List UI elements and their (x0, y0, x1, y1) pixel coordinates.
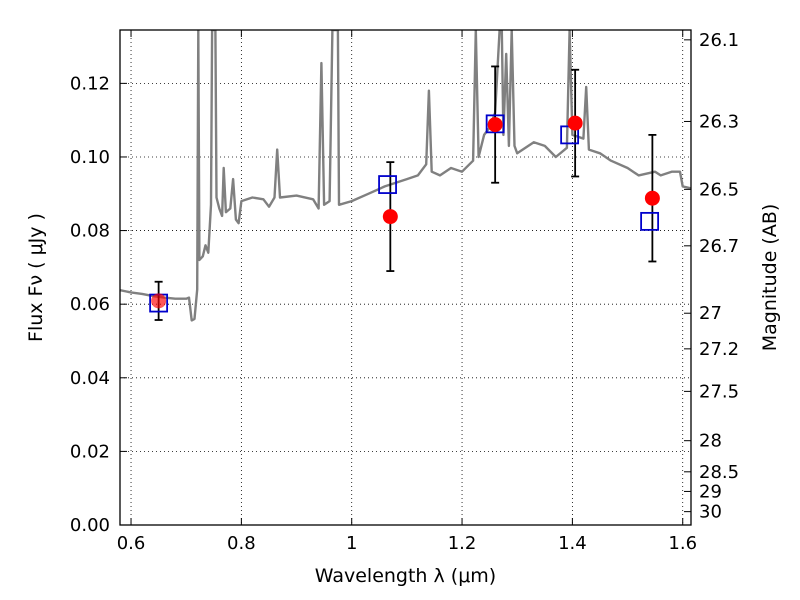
y2-tick-label: 28 (699, 431, 722, 452)
y2-tick-label: 30 (699, 502, 722, 523)
grid-lines (120, 30, 691, 526)
x-tick-label: 1 (346, 533, 357, 554)
model-point (378, 175, 397, 194)
x-tick-label: 0.8 (227, 533, 256, 554)
y2-tick-label: 28.5 (699, 462, 739, 483)
y2-axis-title: Magnitude (AB) (759, 204, 781, 352)
y-axis-ticks: 0.00 0.02 0.04 0.06 0.08 0.10 0.12 (70, 73, 127, 536)
x-axis-title: Wavelength λ (μm) (315, 565, 496, 587)
y-axis-title: Flux Fν ( μJy ) (25, 213, 47, 342)
x-tick-label: 1.2 (448, 533, 477, 554)
y-tick-label: 0.06 (70, 294, 110, 315)
observed-point (567, 115, 583, 131)
observed-point (644, 190, 660, 206)
observed-point (382, 209, 398, 225)
observed-point (151, 293, 167, 309)
y-tick-label: 0.10 (70, 147, 110, 168)
y2-tick-label: 27.5 (699, 381, 739, 402)
y2-tick-label: 29 (699, 481, 722, 502)
observed-points (151, 115, 660, 309)
y-tick-label: 0.04 (70, 368, 110, 389)
model-points (149, 114, 660, 313)
x-tick-label: 1.6 (668, 533, 697, 554)
observed-point (487, 117, 503, 133)
y2-tick-label: 27 (699, 303, 722, 324)
model-point (485, 114, 505, 134)
y2-tick-label: 26.1 (699, 30, 739, 51)
x-tick-label: 1.4 (558, 533, 587, 554)
y2-tick-label: 26.7 (699, 236, 739, 257)
spectrum-layer (120, 30, 691, 322)
error-bars (154, 65, 657, 321)
y2-tick-label: 26.5 (699, 179, 739, 200)
x-tick-label: 0.6 (117, 533, 146, 554)
x-axis-ticks: 0.6 0.8 1 1.2 1.4 1.6 (117, 30, 697, 554)
model-spectrum-line (120, 30, 691, 322)
y2-tick-label: 27.2 (699, 339, 739, 360)
y2-tick-label: 26.3 (699, 111, 739, 132)
model-point (640, 211, 660, 231)
y-tick-label: 0.12 (70, 73, 110, 94)
plot-frame (119, 29, 692, 526)
y-tick-label: 0.08 (70, 221, 110, 242)
y-tick-label: 0.02 (70, 441, 110, 462)
y-tick-label: 0.00 (70, 515, 110, 536)
